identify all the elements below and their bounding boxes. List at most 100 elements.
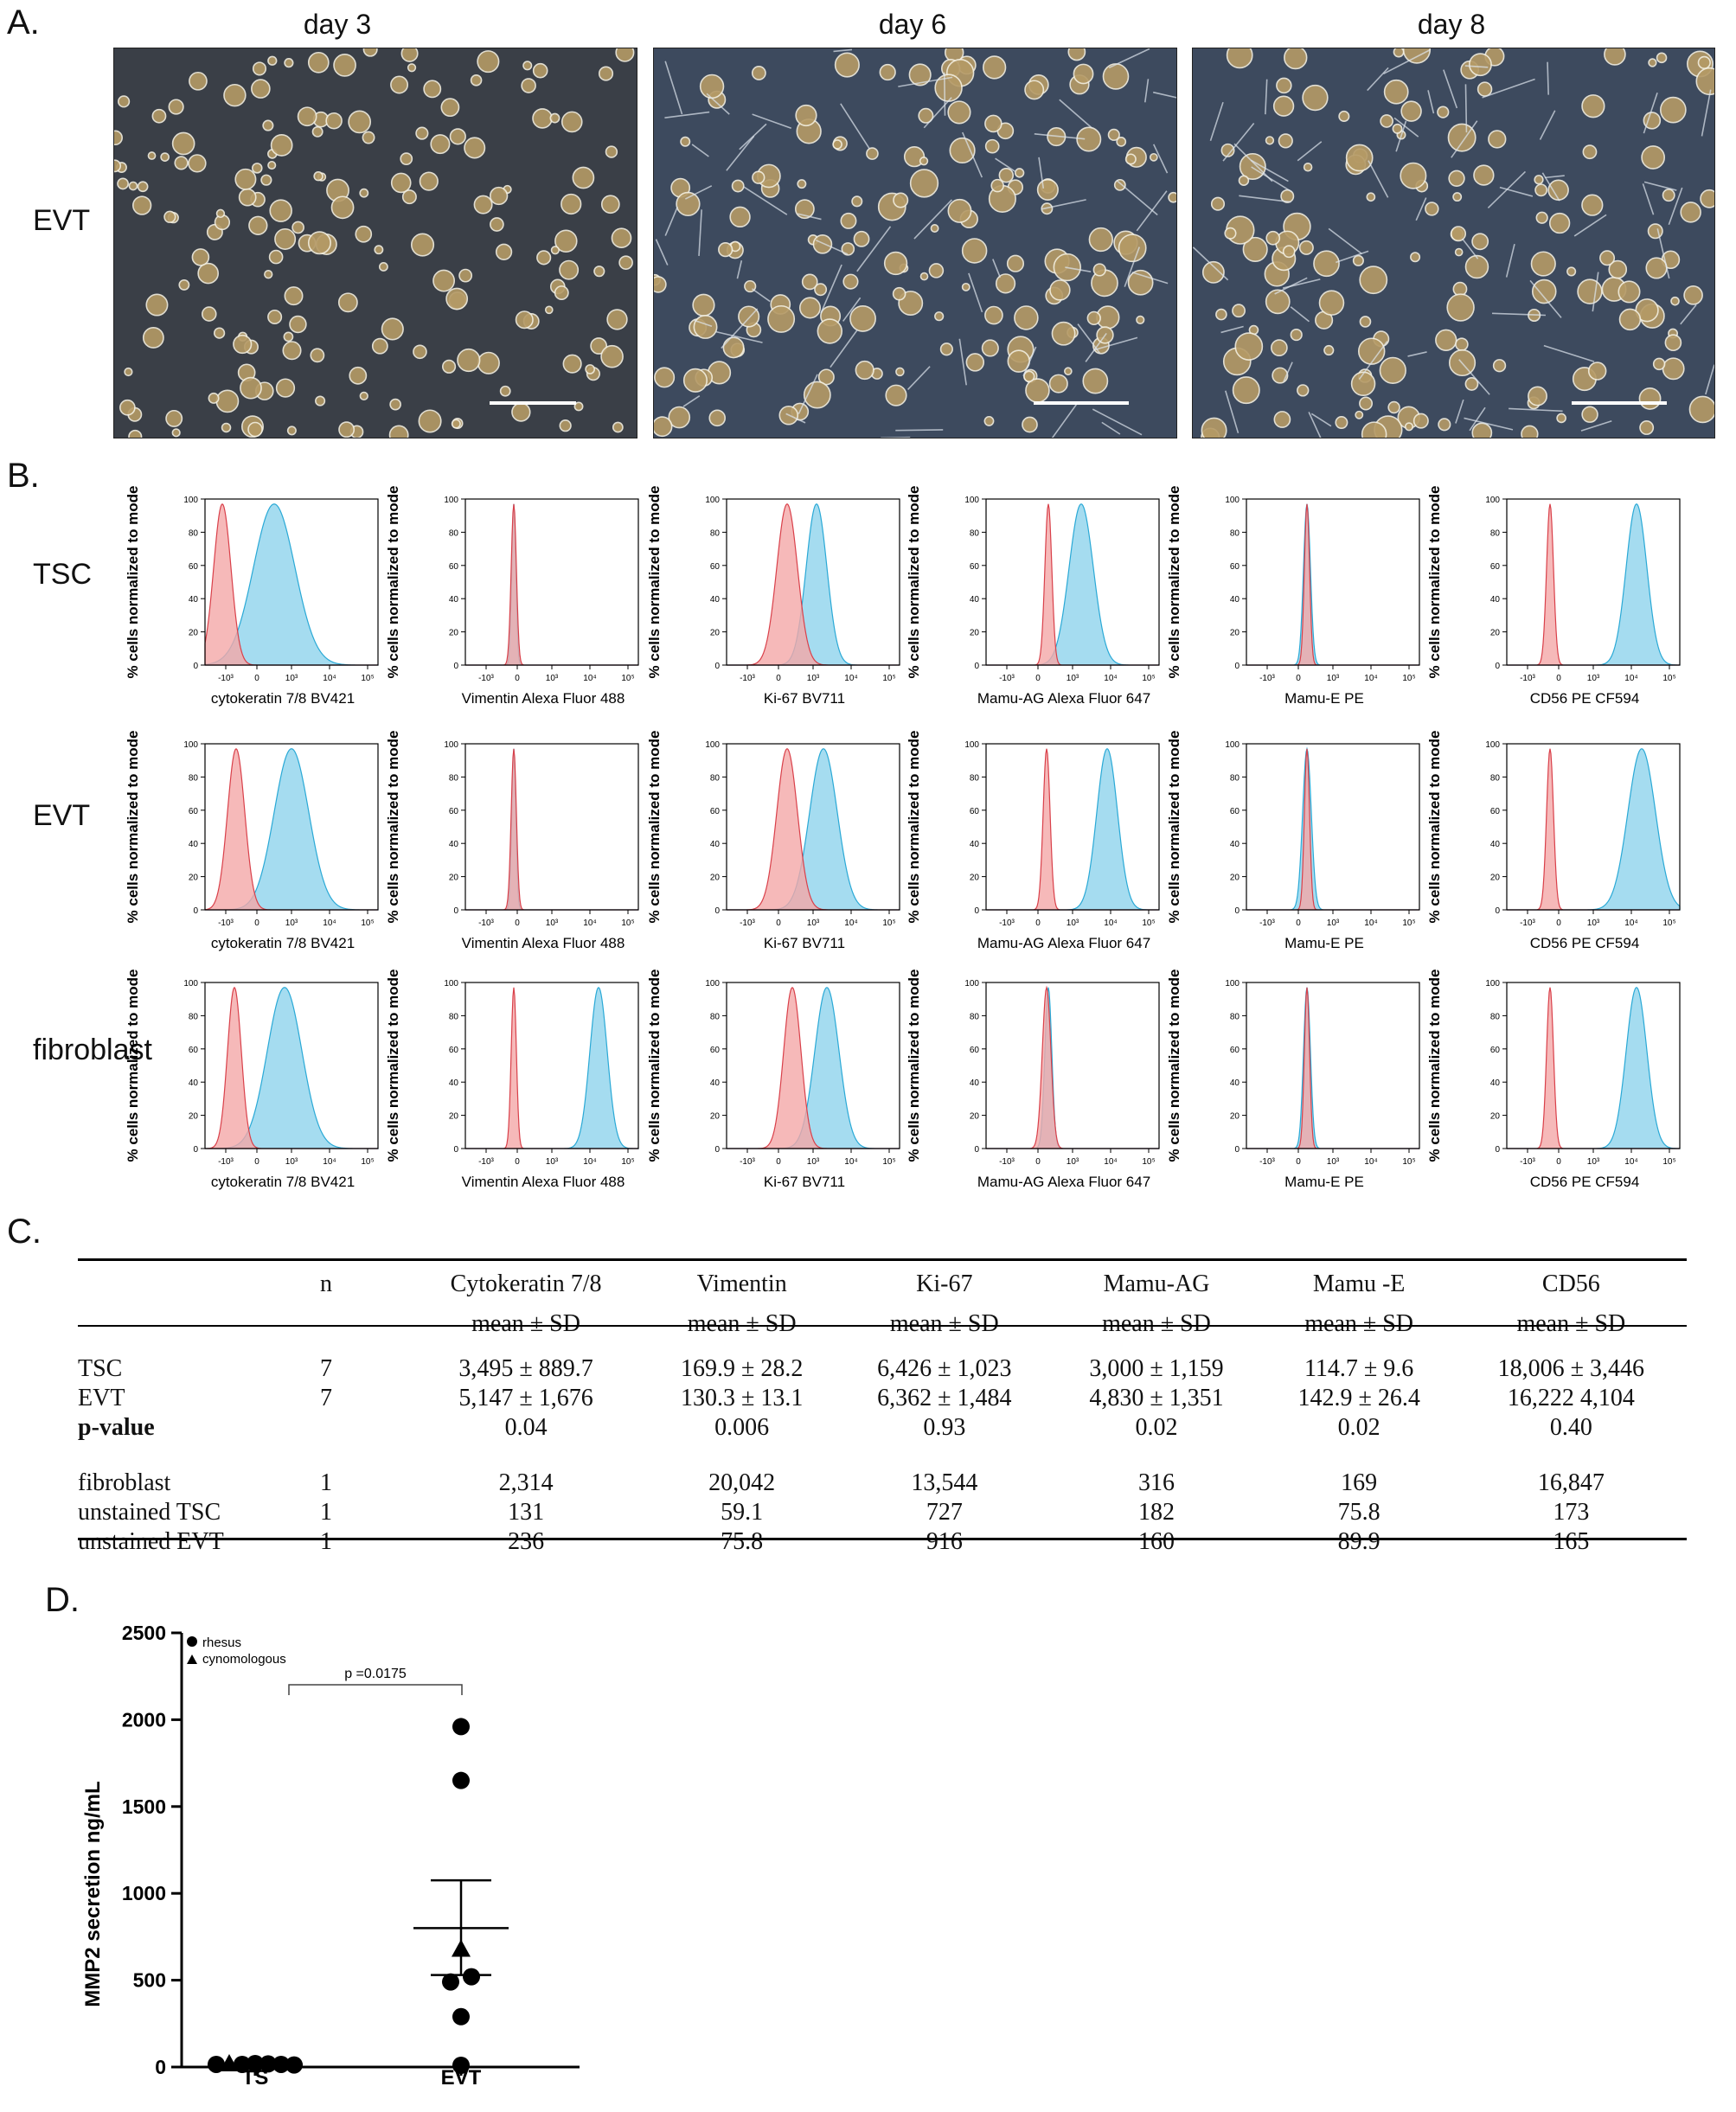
table-cell: 0.006: [714, 1414, 770, 1441]
x-tick-label: 10⁵: [882, 1157, 895, 1167]
y-tick-label: 1000: [122, 1882, 166, 1904]
panel-label-c: C.: [7, 1213, 42, 1251]
x-tick-label: 0: [1556, 1157, 1561, 1167]
x-tick-label: 10⁵: [1142, 674, 1155, 683]
x-tick-label: 10⁴: [323, 1157, 336, 1167]
x-tick-label: 10⁵: [1662, 918, 1675, 928]
table-header-cell: mean ± SD: [1304, 1310, 1414, 1337]
y-axis-label: % cells normalized to mode: [386, 486, 401, 679]
x-tick-label: -10³: [1520, 674, 1535, 683]
legend-marker-rhesus: [187, 1636, 197, 1647]
y-tick-label: 20: [189, 1112, 199, 1122]
flow-histogram: % cells normalized to mode 0 20 40 60 80 100 -1…: [385, 963, 645, 1197]
table-header-cell: mean ± SD: [889, 1310, 999, 1337]
y-tick-label: 40: [1490, 595, 1501, 605]
x-tick-label: 10³: [1587, 674, 1600, 683]
table-cell: 6,426 ± 1,023: [877, 1355, 1012, 1382]
y-axis-label: % cells normalized to mode: [125, 486, 141, 679]
y-tick-label: 40: [970, 1078, 980, 1088]
y-tick-label: 40: [1230, 1078, 1240, 1088]
x-tick-label: 10⁴: [1104, 918, 1117, 928]
legend-label-rhesus: rhesus: [202, 1635, 241, 1650]
x-tick-label: 10⁴: [1364, 1157, 1377, 1167]
x-tick-label: 0: [1035, 918, 1041, 928]
table-cell: 173: [1553, 1499, 1590, 1526]
y-tick-label: 60: [189, 807, 199, 816]
y-tick-label: 40: [710, 595, 721, 605]
y-tick-label: 2000: [122, 1708, 166, 1731]
x-tick-label: -10³: [218, 674, 234, 683]
y-tick-label: 60: [1230, 1046, 1240, 1055]
y-tick-label: 0: [1495, 1145, 1500, 1155]
y-tick-label: 80: [710, 528, 721, 538]
y-tick-label: 80: [449, 1012, 459, 1021]
x-tick-label: 10³: [807, 918, 820, 928]
y-tick-label: 80: [1490, 1012, 1501, 1021]
x-tick-label: -10³: [1520, 1157, 1535, 1167]
x-tick-label: -10³: [1520, 918, 1535, 928]
x-tick-label: 10³: [1067, 1157, 1079, 1167]
flow-histogram: % cells normalized to mode 0 20 40 60 80 100 -1…: [906, 725, 1166, 958]
significance-bracket: [288, 1684, 463, 1695]
y-tick-label: 20: [710, 629, 721, 638]
y-tick-label: 40: [1230, 840, 1240, 849]
y-tick-label: 60: [449, 1046, 459, 1055]
table-header-cell: Mamu -E: [1312, 1270, 1406, 1297]
table-cell: 114.7 ± 9.6: [1304, 1355, 1414, 1382]
table-cell: 2,314: [498, 1469, 554, 1496]
table-header-cell: mean ± SD: [687, 1310, 797, 1337]
table-header-cell: n: [320, 1270, 332, 1297]
y-tick-label: 500: [133, 1969, 166, 1992]
x-tick-label: 10⁵: [361, 918, 374, 928]
table-header-cell: [320, 1304, 407, 1344]
x-axis-label: Vimentin Alexa Fluor 488: [462, 1174, 625, 1190]
y-tick-label: 60: [1490, 562, 1501, 572]
y-tick-label: 2500: [122, 1622, 166, 1644]
x-tick-label: 10³: [1067, 918, 1079, 928]
x-tick-label: 0: [776, 1157, 781, 1167]
y-tick-label: 0: [714, 906, 720, 916]
x-tick-label: 10⁴: [1104, 674, 1117, 683]
x-tick-label: 10³: [546, 918, 559, 928]
x-tick-label: 10⁴: [583, 918, 596, 928]
y-axis-label: % cells normalized to mode: [1167, 731, 1182, 924]
x-tick-label: 10⁵: [1662, 674, 1675, 683]
y-tick-label: 100: [964, 979, 979, 989]
y-tick-label: 20: [710, 874, 721, 883]
y-tick-label: 20: [449, 629, 459, 638]
y-tick-label: 100: [1225, 496, 1240, 505]
x-tick-label: 10⁴: [844, 918, 857, 928]
flow-histogram: % cells normalized to mode 0 20 40 60 80 100 -1…: [125, 480, 385, 714]
table-cell: 131: [508, 1499, 545, 1526]
table-cell: unstained EVT: [78, 1528, 224, 1555]
y-tick-label: 0: [193, 906, 198, 916]
table-cell: [1263, 1443, 1456, 1469]
x-tick-label: -10³: [218, 1157, 234, 1167]
y-tick-label: 0: [193, 1145, 198, 1155]
x-tick-label: 10³: [546, 1157, 559, 1167]
y-axis-label: % cells normalized to mode: [647, 731, 663, 924]
flow-histogram: % cells normalized to mode 0 20 40 60 80 100 -1…: [1166, 963, 1426, 1197]
y-tick-label: 100: [444, 496, 458, 505]
x-axis-label: Mamu-E PE: [1284, 690, 1364, 707]
y-axis-label: % cells normalized to mode: [386, 970, 401, 1162]
y-tick-label: 60: [1230, 807, 1240, 816]
y-axis-label: MMP2 secretion ng/mL: [81, 1781, 105, 2006]
y-tick-label: 80: [1230, 773, 1240, 783]
y-tick-label: 100: [1485, 496, 1500, 505]
table-cell: 0.02: [1135, 1414, 1178, 1441]
x-tick-label: 10⁵: [1402, 674, 1415, 683]
y-tick-label: 20: [1490, 629, 1501, 638]
x-axis-label: Ki-67 BV711: [764, 1174, 845, 1190]
y-tick-label: 0: [974, 1145, 979, 1155]
x-tick-label: 10⁴: [1624, 918, 1637, 928]
table-cell: [78, 1443, 320, 1469]
y-tick-label: 100: [964, 496, 979, 505]
x-tick-ts: TS: [242, 2066, 269, 2090]
x-axis-label: cytokeratin 7/8 BV421: [211, 1174, 355, 1190]
panel-label-b: B.: [7, 457, 40, 495]
x-tick-label: 10³: [807, 674, 820, 683]
table-cell: unstained TSC: [78, 1499, 221, 1526]
x-tick-label: -10³: [478, 918, 494, 928]
data-point: [452, 2007, 470, 2026]
